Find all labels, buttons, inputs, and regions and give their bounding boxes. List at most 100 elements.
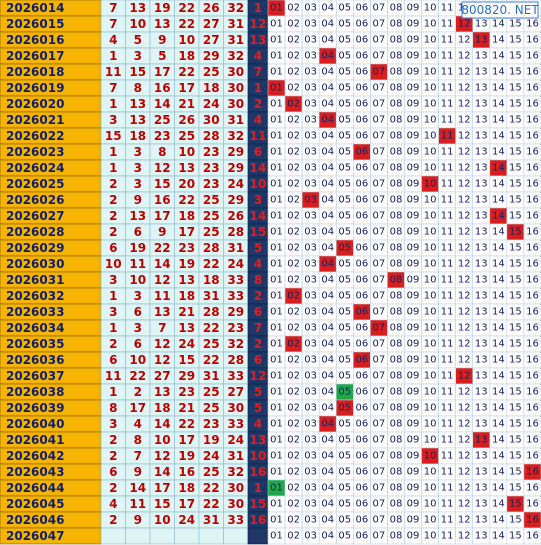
trend-label: 11	[441, 163, 454, 174]
trend-label: 01	[270, 483, 283, 494]
red-number: 29	[227, 193, 244, 207]
trend-label: 08	[390, 195, 403, 206]
red-number: 13	[129, 209, 146, 223]
trend-label: 04	[321, 259, 334, 270]
watermark: 800820. NET	[461, 3, 539, 17]
red-number: 15	[154, 177, 171, 191]
trend-label: 11	[441, 403, 454, 414]
red-number: 2	[109, 209, 117, 223]
blue-cell	[247, 527, 269, 545]
red-number: 23	[154, 129, 171, 143]
trend-label: 04	[321, 99, 334, 110]
trend-label: 04	[321, 307, 334, 318]
trend-label: 10	[424, 323, 437, 334]
red-number: 17	[178, 433, 195, 447]
issue: 2026020	[6, 97, 64, 111]
trend-label: 06	[355, 275, 368, 286]
trend-label: 10	[424, 451, 437, 462]
trend-label: 14	[492, 291, 505, 302]
trend-label: 02	[287, 323, 300, 334]
red-number: 2	[109, 177, 117, 191]
red-number: 31	[227, 113, 244, 127]
issue: 2026027	[6, 209, 64, 223]
red-number: 3	[134, 289, 142, 303]
trend-label: 07	[373, 3, 386, 14]
trend-label: 16	[526, 355, 539, 366]
issue: 2026047	[6, 529, 64, 543]
red-number: 31	[227, 33, 244, 47]
blue-number: 3	[254, 193, 262, 207]
blue-number: 15	[250, 225, 267, 239]
trend-label: 10	[424, 483, 437, 494]
trend-label: 14	[492, 483, 505, 494]
trend-label: 12	[458, 163, 471, 174]
red-number: 32	[227, 1, 244, 15]
trend-label: 04	[321, 451, 334, 462]
trend-label: 04	[321, 515, 334, 526]
trend-label: 12	[458, 451, 471, 462]
red-number: 10	[129, 17, 146, 31]
trend-label: 15	[509, 115, 522, 126]
trend-label: 13	[475, 147, 488, 158]
trend-label: 04	[321, 243, 334, 254]
red-cell	[174, 527, 200, 545]
red-number: 4	[134, 417, 142, 431]
trend-label: 02	[287, 35, 300, 46]
trend-label: 03	[304, 99, 317, 110]
blue-number: 2	[254, 97, 262, 111]
trend-label: 12	[458, 499, 471, 510]
trend-label: 08	[390, 531, 403, 542]
trend-label: 07	[373, 403, 386, 414]
trend-label: 04	[321, 131, 334, 142]
trend-label: 09	[407, 115, 420, 126]
trend-label: 16	[526, 211, 539, 222]
trend-label: 04	[321, 467, 334, 478]
red-number: 3	[134, 321, 142, 335]
red-number: 22	[154, 241, 171, 255]
trend-label: 03	[304, 419, 317, 430]
trend-label: 14	[492, 67, 505, 78]
trend-label: 13	[475, 291, 488, 302]
trend-label: 04	[321, 275, 334, 286]
trend-label: 11	[441, 355, 454, 366]
trend-label: 08	[390, 99, 403, 110]
trend-label: 08	[390, 451, 403, 462]
trend-label: 16	[526, 307, 539, 318]
red-number: 30	[227, 97, 244, 111]
trend-label: 13	[475, 227, 488, 238]
trend-label: 11	[441, 499, 454, 510]
trend-label: 13	[475, 19, 488, 30]
red-number: 30	[227, 81, 244, 95]
trend-label: 16	[526, 339, 539, 350]
trend-label: 01	[270, 419, 283, 430]
trend-label: 03	[304, 323, 317, 334]
red-number: 29	[227, 145, 244, 159]
trend-label: 02	[287, 499, 300, 510]
trend-label: 05	[338, 147, 351, 158]
trend-label: 08	[390, 19, 403, 30]
red-number: 31	[227, 17, 244, 31]
trend-label: 16	[526, 435, 539, 446]
trend-label: 12	[458, 179, 471, 190]
red-number: 1	[109, 321, 117, 335]
trend-label: 11	[441, 291, 454, 302]
trend-label: 16	[526, 147, 539, 158]
trend-label: 10	[424, 291, 437, 302]
trend-label: 16	[526, 99, 539, 110]
red-number: 29	[227, 305, 244, 319]
red-cell	[100, 527, 126, 545]
issue: 2026028	[6, 225, 64, 239]
trend-label: 04	[321, 387, 334, 398]
red-number: 25	[203, 401, 220, 415]
red-number: 22	[203, 353, 220, 367]
issue: 2026022	[6, 129, 64, 143]
blue-number: 14	[250, 161, 267, 175]
red-number: 29	[203, 49, 220, 63]
red-number: 3	[109, 113, 117, 127]
trend-label: 14	[492, 307, 505, 318]
trend-label: 11	[441, 371, 454, 382]
red-number: 14	[129, 481, 146, 495]
blue-number: 6	[254, 145, 262, 159]
trend-label: 11	[441, 211, 454, 222]
trend-label: 14	[492, 131, 505, 142]
